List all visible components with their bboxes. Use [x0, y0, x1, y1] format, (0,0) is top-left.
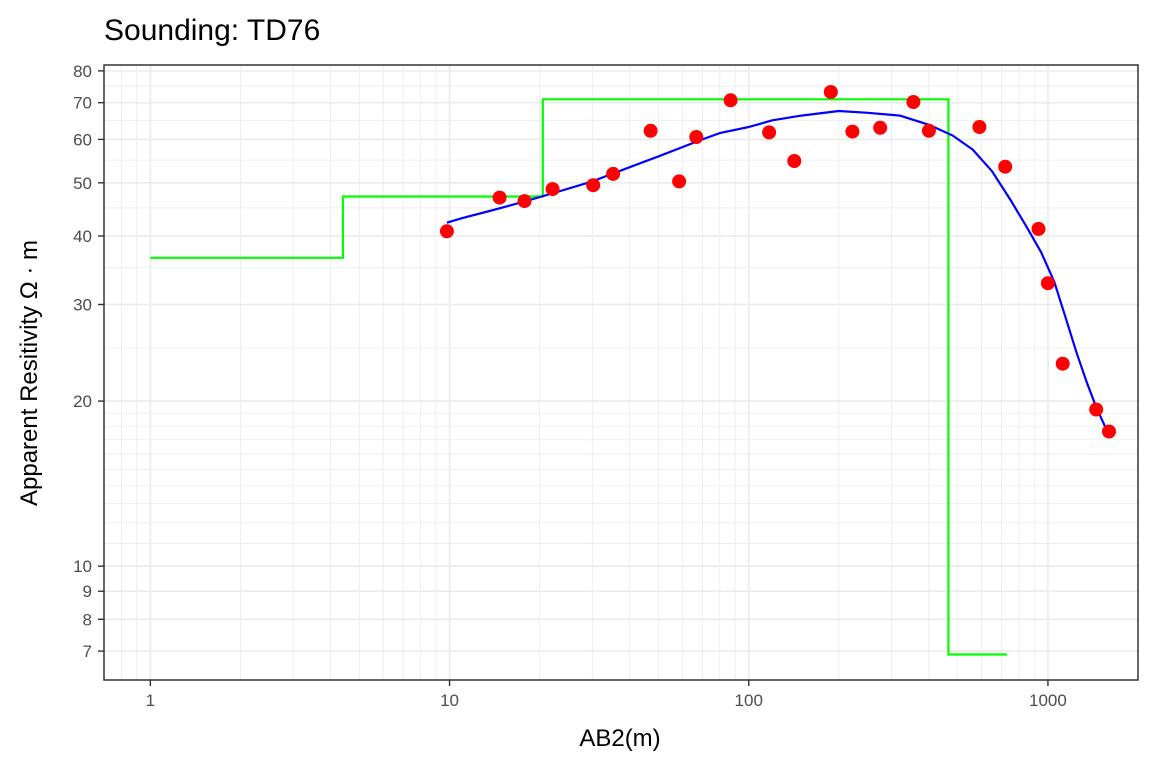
data-point: [723, 93, 738, 108]
x-axis: 1 10 100 1000: [146, 680, 1067, 710]
y-tick-label: 10: [73, 557, 92, 576]
data-point: [998, 159, 1013, 174]
data-point: [517, 194, 532, 209]
chart-title: Sounding: TD76: [104, 14, 320, 47]
y-tick-label: 50: [73, 174, 92, 193]
y-tick-label: 80: [73, 62, 92, 81]
data-point: [1031, 221, 1046, 236]
y-tick-label: 20: [73, 392, 92, 411]
data-point: [606, 166, 621, 181]
data-point: [689, 130, 704, 144]
data-point: [1055, 356, 1070, 371]
data-point: [492, 190, 507, 205]
x-tick-label: 10: [440, 691, 459, 710]
model-step-line: [150, 98, 1007, 656]
y-tick-label: 7: [83, 642, 92, 661]
y-tick-label: 30: [73, 295, 92, 314]
x-axis-title: AB2(m): [579, 725, 660, 752]
y-tick-label: 60: [73, 130, 92, 149]
data-point: [672, 174, 687, 189]
data-point: [845, 124, 860, 139]
data-point: [921, 123, 936, 138]
data-point: [906, 95, 921, 109]
y-tick-label: 8: [83, 610, 92, 629]
data-point: [1040, 276, 1055, 291]
x-tick-label: 1: [146, 691, 155, 710]
data-point: [823, 85, 838, 99]
y-axis-title: Apparent Resitivity Ω · m: [16, 240, 43, 506]
y-tick-label: 9: [83, 582, 92, 601]
y-tick-label: 40: [73, 227, 92, 246]
data-point: [787, 154, 802, 168]
x-tick-label: 100: [735, 691, 763, 710]
data-point: [439, 224, 454, 239]
panel-border: [103, 64, 1139, 681]
data-point: [1089, 402, 1104, 417]
data-point: [873, 120, 888, 135]
points-layer: [439, 85, 1116, 439]
model-layer: [150, 98, 1007, 656]
y-tick-label: 70: [73, 94, 92, 113]
y-axis: 7 8 9 10 20 30 40 50 60 70 80: [73, 62, 104, 661]
data-point: [545, 182, 560, 197]
data-point: [586, 178, 601, 193]
x-tick-label: 1000: [1029, 691, 1067, 710]
data-point: [643, 123, 658, 138]
data-point: [972, 120, 987, 134]
major-gridlines: [104, 65, 1138, 680]
data-point: [1102, 424, 1116, 439]
data-point: [762, 125, 777, 140]
minor-gridlines: [103, 65, 1139, 680]
